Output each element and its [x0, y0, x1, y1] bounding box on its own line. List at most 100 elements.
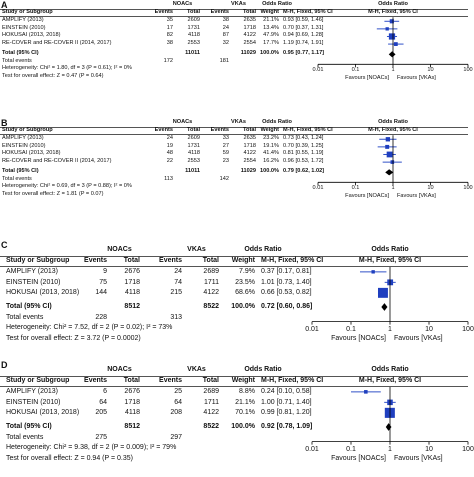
study-name: HOKUSAI (2013, 2018) — [2, 150, 61, 157]
study-total-noacs: 2676 — [124, 268, 140, 275]
col-events-vkas: Events — [210, 126, 229, 133]
study-total-vkas: 2689 — [203, 268, 219, 275]
forest-plot-svg — [311, 267, 469, 325]
study-ci-text: 0.81 [0.55, 1.19] — [283, 150, 324, 157]
heterogeneity-text: Heterogeneity: Chi² = 7.52, df = 2 (P = … — [6, 324, 173, 332]
col-study-header: Study or Subgroup — [6, 256, 70, 264]
header-rule-bottom — [0, 134, 468, 136]
favours-left-label: Favours [NOACs] — [331, 334, 386, 342]
study-ci-text: 0.24 [0.10, 0.58] — [261, 388, 312, 395]
study-weight: 8.8% — [239, 388, 255, 395]
panel-label: A — [1, 0, 8, 10]
total-events-label: Total events — [2, 57, 32, 64]
x-tick-label: 1 — [391, 67, 395, 74]
col-events-noacs: Events — [84, 256, 107, 264]
study-ci-text: 0.70 [0.39, 1.25] — [283, 142, 324, 149]
study-name: HOKUSAI (2013, 2018) — [6, 289, 80, 296]
col-total-noacs: Total — [123, 256, 140, 264]
col-events-vkas: Events — [210, 8, 229, 15]
total-n-noacs: 11011 — [185, 50, 200, 57]
favours-left-label: Favours [NOACs] — [345, 192, 389, 199]
total-events-vkas: 297 — [170, 433, 182, 441]
total-ci-text: 0.92 [0.78, 1.09] — [261, 423, 313, 431]
study-total-noacs: 1731 — [187, 24, 200, 31]
total-n-vkas: 11029 — [240, 50, 256, 57]
study-events-noacs: 38 — [166, 40, 173, 46]
study-events-vkas: 32 — [222, 40, 229, 46]
header-rule-top — [0, 8, 468, 10]
header-rule-top — [0, 375, 468, 377]
or-header-plot: Odds Ratio — [378, 119, 408, 125]
heterogeneity-text: Heterogeneity: Chi² = 1.80, df = 3 (P = … — [2, 65, 132, 72]
col-study-header: Study or Subgroup — [2, 126, 53, 133]
col-ci-plot: M-H, Fixed, 95% CI — [358, 256, 422, 264]
total-weight: 100.0% — [231, 303, 255, 311]
total-events-noacs: 113 — [164, 175, 173, 182]
study-events-noacs: 205 — [95, 409, 107, 416]
study-name: HOKUSAI (2013, 2018) — [6, 409, 80, 416]
heterogeneity-text: Heterogeneity: Chi² = 0.69, df = 3 (P = … — [2, 183, 132, 190]
forest-panel-b: B NOACs VKAs Odds Ratio Odds Ratio Study or S… — [0, 118, 474, 236]
favours-right-label: Favours [VKAs] — [394, 454, 443, 462]
col-ci-plot: M-H, Fixed, 95% CI — [368, 126, 418, 133]
study-weight: 21.1% — [235, 398, 255, 406]
study-events-noacs: 75 — [99, 278, 107, 286]
pooled-diamond — [385, 423, 392, 431]
study-or-marker — [377, 287, 388, 298]
group-header-vkas: VKAs — [231, 119, 246, 125]
group-header-noacs: NOACs — [107, 246, 132, 253]
study-events-vkas: 208 — [170, 409, 182, 416]
study-total-vkas: 2554 — [243, 158, 256, 164]
study-events-noacs: 9 — [103, 268, 107, 275]
header-rule-bottom — [0, 386, 468, 387]
study-events-vkas: 59 — [222, 150, 229, 157]
study-name: HOKUSAI (2013, 2018) — [2, 32, 61, 39]
pooled-diamond — [385, 169, 394, 176]
study-events-vkas: 24 — [222, 24, 229, 31]
study-total-noacs: 1718 — [124, 278, 140, 286]
or-header-text: Odds Ratio — [262, 1, 292, 7]
study-or-marker — [385, 144, 390, 149]
total-label: Total (95% CI) — [6, 303, 52, 311]
favours-left-label: Favours [NOACs] — [331, 454, 386, 462]
or-header-plot: Odds Ratio — [371, 246, 409, 253]
col-weight: Weight — [260, 8, 279, 15]
study-weight: 21.1% — [263, 17, 279, 24]
col-total-noacs: Total — [123, 376, 140, 384]
study-events-noacs: 19 — [166, 142, 173, 149]
study-or-marker — [388, 33, 396, 40]
study-total-vkas: 2689 — [203, 388, 219, 395]
col-events-vkas: Events — [159, 376, 182, 384]
study-weight: 70.1% — [235, 409, 255, 416]
group-header-noacs: NOACs — [107, 366, 132, 373]
x-tick-label: 0.1 — [351, 185, 360, 192]
x-tick-label: 10 — [427, 67, 434, 74]
study-ci-text: 0.99 [0.81, 1.20] — [261, 409, 312, 416]
col-total-vkas: Total — [243, 126, 256, 133]
total-n-noacs: 8512 — [124, 423, 140, 431]
study-total-vkas: 4122 — [243, 32, 256, 39]
total-weight: 100.0% — [231, 423, 255, 431]
header-rule-top — [0, 255, 468, 257]
x-tick-label: 0.1 — [351, 67, 360, 74]
study-total-noacs: 1718 — [124, 398, 140, 406]
study-total-vkas: 4122 — [203, 289, 219, 296]
forest-panel-d: D NOACs VKAs Odds Ratio Odds Ratio Study or S… — [0, 358, 474, 476]
study-total-noacs: 2609 — [187, 17, 200, 24]
study-total-noacs: 2676 — [124, 388, 140, 395]
overall-effect-text: Test for overall effect: Z = 1.81 (P = 0… — [2, 191, 104, 198]
favours-right-label: Favours [VKAs] — [397, 192, 436, 199]
total-label: Total (95% CI) — [6, 423, 52, 431]
col-study-header: Study or Subgroup — [2, 8, 53, 15]
x-tick-label: 100 — [463, 185, 473, 192]
study-ci-text: 0.37 [0.17, 0.81] — [261, 268, 312, 275]
or-header-text: Odds Ratio — [244, 366, 282, 373]
study-weight: 23.5% — [235, 278, 255, 286]
forest-plot-svg — [317, 135, 469, 186]
col-events-vkas: Events — [159, 256, 182, 264]
study-weight: 19.1% — [263, 142, 279, 149]
total-ci-text: 0.79 [0.62, 1.02] — [283, 168, 325, 175]
overall-effect-text: Test for overall effect: Z = 3.72 (P = 0… — [6, 334, 141, 342]
study-total-vkas: 1711 — [203, 278, 219, 286]
total-n-noacs: 8512 — [124, 303, 140, 311]
